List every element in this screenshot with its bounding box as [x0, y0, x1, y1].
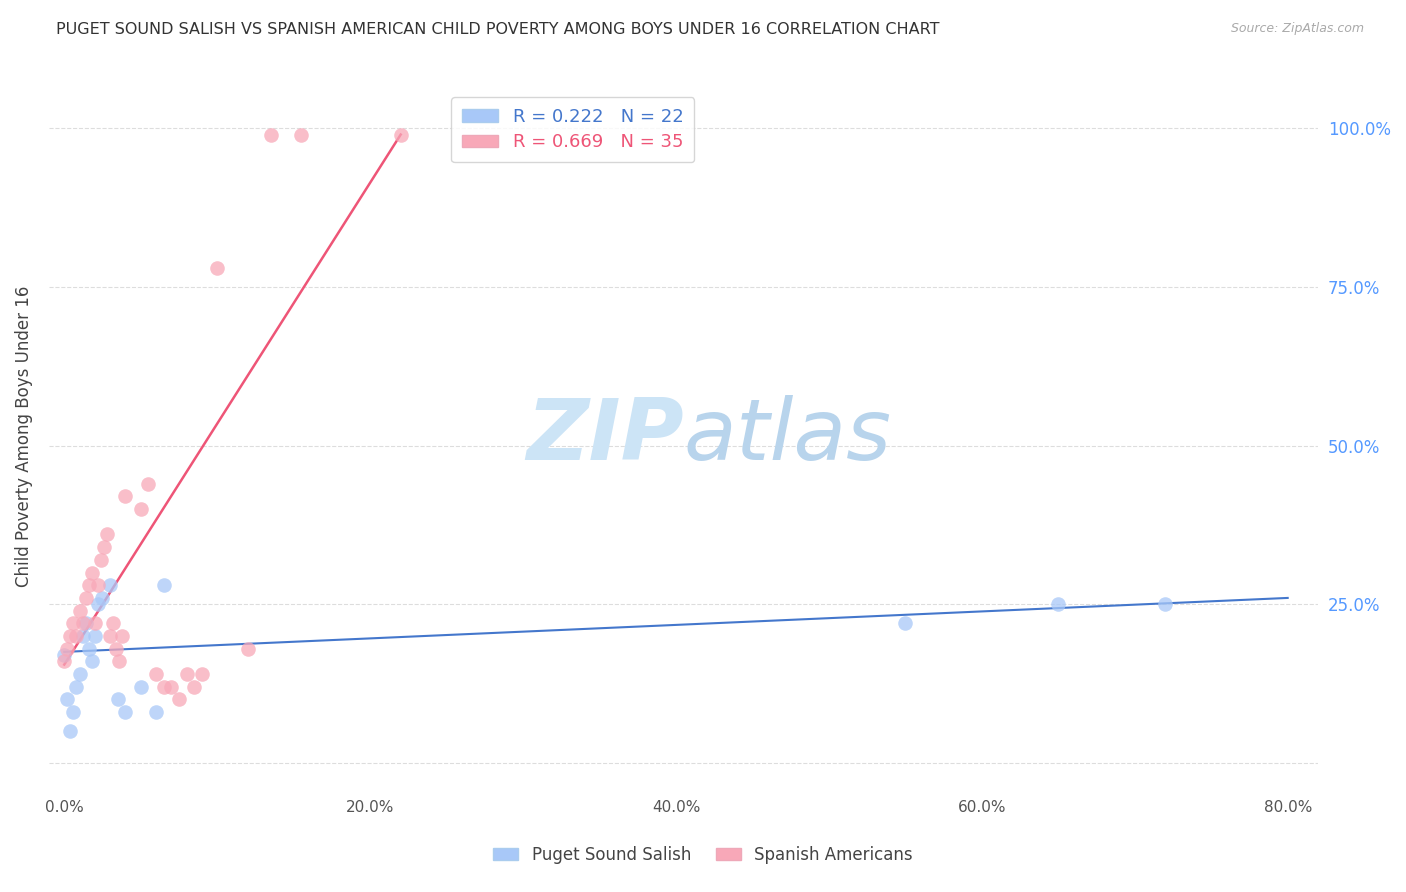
Point [114, 705, 136, 719]
Point [75, 616, 97, 631]
Point [53, 654, 76, 668]
Point [83, 616, 105, 631]
Point [176, 667, 198, 681]
Point [145, 667, 167, 681]
Point [167, 692, 190, 706]
Point [75, 591, 97, 605]
Point [98, 629, 121, 643]
Point [83, 629, 105, 643]
Point [80, 654, 103, 668]
Point [96, 527, 118, 541]
Point [152, 680, 174, 694]
Point [77, 641, 100, 656]
Point [53, 648, 76, 662]
Legend: Puget Sound Salish, Spanish Americans: Puget Sound Salish, Spanish Americans [486, 839, 920, 871]
Point [72, 629, 94, 643]
Point [129, 502, 152, 516]
Point [56, 692, 79, 706]
Point [108, 654, 131, 668]
Point [80, 566, 103, 580]
Point [205, 260, 228, 275]
Y-axis label: Child Poverty Among Boys Under 16: Child Poverty Among Boys Under 16 [15, 285, 32, 587]
Point [111, 629, 134, 643]
Point [389, 128, 412, 142]
Point [87, 578, 110, 592]
Point [69, 667, 91, 681]
Point [160, 680, 183, 694]
Point [1047, 597, 1070, 611]
Point [59, 629, 82, 643]
Text: PUGET SOUND SALISH VS SPANISH AMERICAN CHILD POVERTY AMONG BOYS UNDER 16 CORRELA: PUGET SOUND SALISH VS SPANISH AMERICAN C… [56, 22, 939, 37]
Point [62, 616, 84, 631]
Text: ZIP: ZIP [526, 394, 683, 477]
Point [65, 629, 87, 643]
Point [98, 578, 121, 592]
Point [65, 680, 87, 694]
Point [91, 591, 114, 605]
Point [236, 641, 259, 656]
Point [77, 578, 100, 592]
Point [69, 604, 91, 618]
Point [145, 705, 167, 719]
Point [290, 128, 312, 142]
Text: atlas: atlas [683, 394, 891, 477]
Point [152, 578, 174, 592]
Point [183, 680, 205, 694]
Point [87, 597, 110, 611]
Point [105, 641, 128, 656]
Point [56, 641, 79, 656]
Point [103, 616, 125, 631]
Point [894, 616, 917, 631]
Point [93, 540, 115, 554]
Point [138, 476, 160, 491]
Point [90, 553, 112, 567]
Point [1154, 597, 1177, 611]
Point [72, 616, 94, 631]
Point [260, 128, 283, 142]
Point [129, 680, 152, 694]
Legend: R = 0.222   N = 22, R = 0.669   N = 35: R = 0.222 N = 22, R = 0.669 N = 35 [451, 97, 695, 162]
Point [107, 692, 129, 706]
Point [62, 705, 84, 719]
Point [59, 724, 82, 739]
Point [191, 667, 214, 681]
Text: Source: ZipAtlas.com: Source: ZipAtlas.com [1230, 22, 1364, 36]
Point [114, 489, 136, 503]
